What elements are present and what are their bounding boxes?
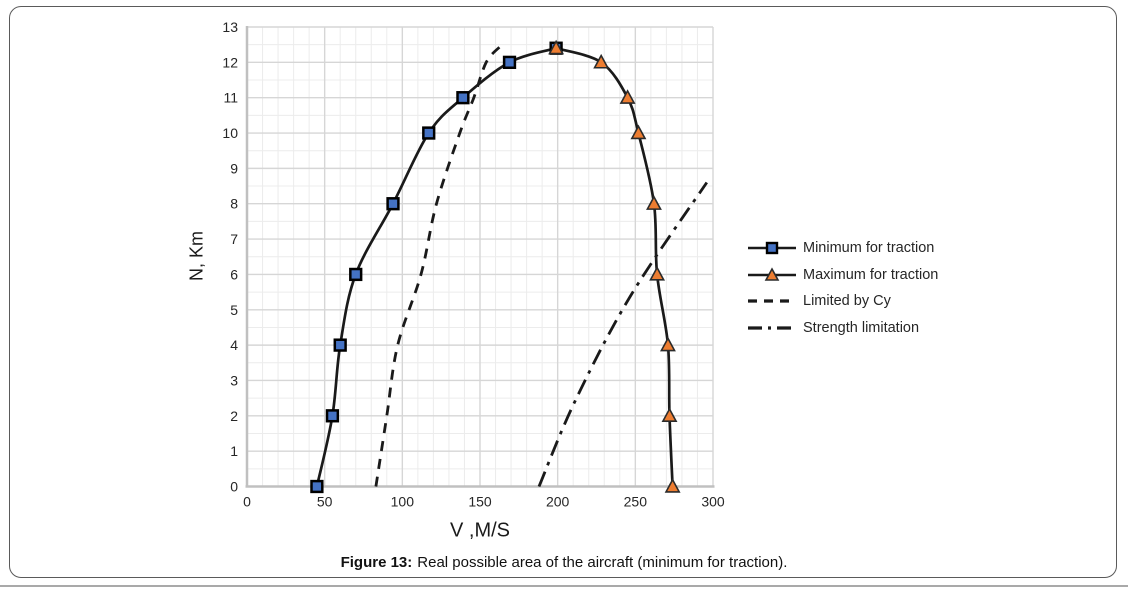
legend-label: Strength limitation: [803, 319, 920, 336]
page-divider-line: [0, 585, 1128, 587]
svg-text:12: 12: [222, 54, 238, 70]
legend-item-limited-by-cy: Limited by Cy: [748, 288, 938, 315]
svg-text:50: 50: [317, 494, 333, 510]
figure-caption-number: Figure 13:: [340, 554, 413, 571]
svg-text:150: 150: [468, 494, 492, 510]
svg-text:13: 13: [222, 19, 238, 35]
line-with-square-marker-icon: [748, 242, 796, 255]
svg-text:200: 200: [546, 494, 570, 510]
svg-text:4: 4: [230, 337, 238, 353]
figure-caption: Figure 13: Real possible area of the airc…: [0, 554, 1128, 571]
svg-text:9: 9: [230, 160, 238, 176]
svg-text:100: 100: [391, 494, 415, 510]
svg-text:250: 250: [624, 494, 648, 510]
legend-item-strength-limitation: Strength limitation: [748, 315, 938, 342]
dash-dot-line-icon: [748, 326, 794, 330]
legend-item-minimum-for-traction: Minimum for traction: [748, 235, 938, 262]
svg-text:8: 8: [230, 196, 238, 212]
dashed-line-icon: [748, 299, 794, 303]
svg-text:1: 1: [230, 443, 238, 459]
x-axis-title: V ,M/S: [449, 519, 511, 542]
svg-text:11: 11: [223, 90, 238, 106]
svg-text:6: 6: [230, 266, 238, 282]
svg-text:300: 300: [701, 494, 725, 510]
legend-item-maximum-for-traction: Maximum for traction: [748, 262, 938, 289]
svg-text:2: 2: [230, 408, 238, 424]
svg-text:7: 7: [230, 231, 238, 247]
svg-text:0: 0: [230, 479, 238, 495]
svg-text:0: 0: [243, 494, 251, 510]
legend-label: Limited by Cy: [803, 293, 891, 310]
y-axis-title: N, Km: [186, 230, 207, 282]
svg-text:5: 5: [230, 302, 238, 318]
legend-label: Maximum for traction: [803, 266, 939, 283]
figure-caption-text: Real possible area of the aircraft (mini…: [417, 554, 788, 571]
line-with-triangle-marker-icon: [748, 267, 796, 281]
chart-legend: Minimum for traction Maximum for tractio…: [748, 235, 938, 341]
legend-label: Minimum for traction: [803, 240, 935, 257]
svg-text:3: 3: [230, 372, 238, 388]
svg-text:10: 10: [222, 125, 238, 141]
